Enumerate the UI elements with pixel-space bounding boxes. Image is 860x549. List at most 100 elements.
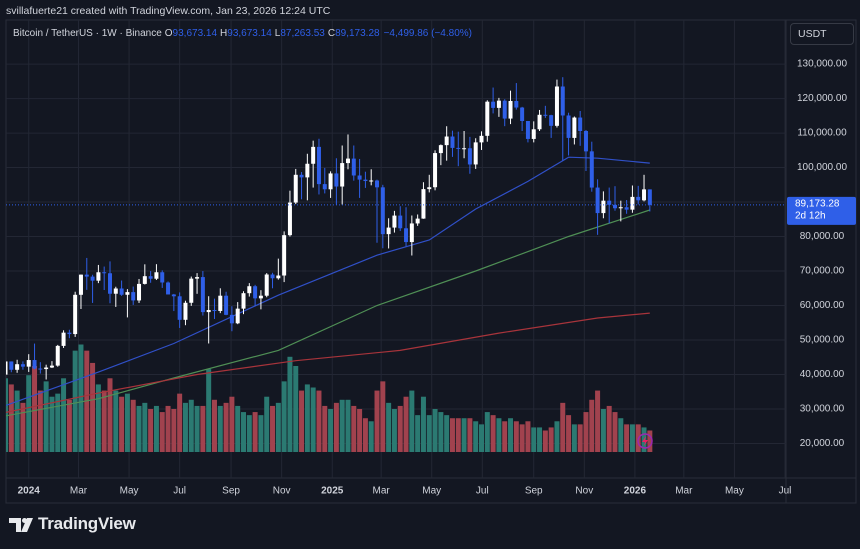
candle-body bbox=[154, 272, 159, 279]
volume-bar bbox=[275, 402, 281, 452]
volume-bar bbox=[444, 415, 450, 452]
volume-bar bbox=[328, 409, 334, 452]
currency-button[interactable]: USDT bbox=[790, 23, 854, 45]
y-tick-label: 50,000.00 bbox=[800, 335, 845, 346]
volume-bar bbox=[90, 362, 96, 452]
price-tag-value: 89,173.28 bbox=[795, 199, 840, 210]
volume-bar bbox=[200, 405, 206, 452]
volume-bar bbox=[153, 405, 159, 452]
volume-bar bbox=[531, 427, 537, 452]
volume-bar bbox=[130, 399, 136, 452]
volume-bar bbox=[600, 409, 606, 452]
price-tag bbox=[787, 196, 856, 225]
volume-bar bbox=[165, 405, 171, 452]
volume-bar bbox=[281, 381, 287, 452]
volume-bar bbox=[229, 396, 235, 452]
symbol: Bitcoin / TetherUS · 1W · Binance bbox=[13, 28, 162, 39]
volume-bar bbox=[258, 415, 264, 452]
candle-body bbox=[380, 187, 385, 235]
candle-body bbox=[224, 295, 229, 315]
candle-body bbox=[595, 187, 600, 214]
candle-body bbox=[73, 294, 78, 335]
volume-bar bbox=[409, 390, 415, 452]
candle-body bbox=[508, 100, 513, 119]
volume-bar bbox=[560, 402, 566, 452]
candle-body bbox=[427, 187, 432, 190]
x-tick-label: May bbox=[120, 486, 139, 497]
ohlc-key: O bbox=[164, 28, 173, 39]
candle-body bbox=[560, 86, 565, 116]
volume-bar bbox=[513, 421, 519, 452]
ohlc-key: C bbox=[327, 28, 336, 39]
x-tick-label: Mar bbox=[373, 486, 391, 497]
candle-body bbox=[554, 86, 559, 126]
candle-body bbox=[299, 174, 304, 178]
candle-body bbox=[311, 146, 316, 164]
x-tick-label: 2026 bbox=[624, 486, 647, 497]
volume-bar bbox=[322, 405, 328, 452]
x-tick-label: Mar bbox=[70, 486, 88, 497]
candle-body bbox=[78, 274, 83, 295]
candle-body bbox=[467, 148, 472, 165]
candle-body bbox=[572, 117, 577, 138]
moving-average bbox=[6, 209, 650, 417]
volume-bar bbox=[264, 396, 270, 452]
candle-body bbox=[258, 295, 263, 299]
candle-body bbox=[113, 288, 118, 294]
volume-bar bbox=[148, 409, 154, 452]
candle-body bbox=[241, 293, 246, 309]
candle-body bbox=[496, 100, 501, 108]
candle-body bbox=[537, 114, 542, 130]
volume-bar bbox=[473, 421, 479, 452]
volume-bar bbox=[426, 415, 432, 452]
axes: 20,000.00 30,000.00 40,000.00 50,000.00 60,0… bbox=[18, 59, 856, 497]
volume-bar bbox=[206, 369, 212, 452]
candle-body bbox=[206, 310, 211, 313]
candle-body bbox=[316, 146, 321, 185]
candle-body bbox=[456, 147, 461, 149]
volume-bar bbox=[537, 427, 543, 452]
volume-bar bbox=[432, 409, 438, 452]
volume-bar bbox=[8, 384, 14, 452]
price-tag-countdown: 2d 12h bbox=[795, 211, 826, 222]
volume-bar bbox=[461, 418, 467, 452]
volume-bar bbox=[78, 344, 84, 452]
candle-body bbox=[444, 136, 449, 146]
candle-body bbox=[601, 200, 606, 214]
y-tick-label: 60,000.00 bbox=[800, 300, 845, 311]
candle-body bbox=[171, 294, 176, 297]
candle-body bbox=[166, 282, 171, 295]
volume-bar bbox=[374, 390, 380, 452]
volume-bar bbox=[577, 424, 583, 452]
candle-body bbox=[183, 302, 188, 320]
candle-body bbox=[160, 272, 165, 283]
volume-bar bbox=[310, 387, 316, 452]
candle-body bbox=[305, 163, 310, 178]
volume-bar bbox=[188, 399, 194, 452]
candle-body bbox=[282, 235, 287, 276]
candle-body bbox=[462, 148, 467, 150]
candle-body bbox=[647, 189, 652, 205]
candle-body bbox=[49, 365, 54, 368]
candle-body bbox=[334, 173, 339, 187]
alert-icon[interactable] bbox=[637, 433, 653, 449]
candle-body bbox=[55, 345, 60, 366]
moving-average bbox=[6, 312, 650, 414]
volume-bar bbox=[629, 424, 635, 452]
x-tick-label: Jul bbox=[476, 486, 489, 497]
y-tick-label: 130,000.00 bbox=[797, 59, 847, 70]
volume-bar bbox=[647, 430, 653, 452]
candle-body bbox=[293, 174, 298, 203]
volume-bar bbox=[519, 424, 525, 452]
candle-body bbox=[102, 272, 107, 274]
x-tick-label: 2024 bbox=[18, 486, 41, 497]
volume-bar bbox=[223, 402, 229, 452]
x-tick-label: Nov bbox=[273, 486, 291, 497]
candle-body bbox=[613, 204, 618, 209]
volume-bar bbox=[345, 399, 351, 452]
y-tick-label: 120,000.00 bbox=[797, 93, 847, 104]
candle-body bbox=[583, 130, 588, 152]
volume-bar bbox=[101, 390, 107, 452]
